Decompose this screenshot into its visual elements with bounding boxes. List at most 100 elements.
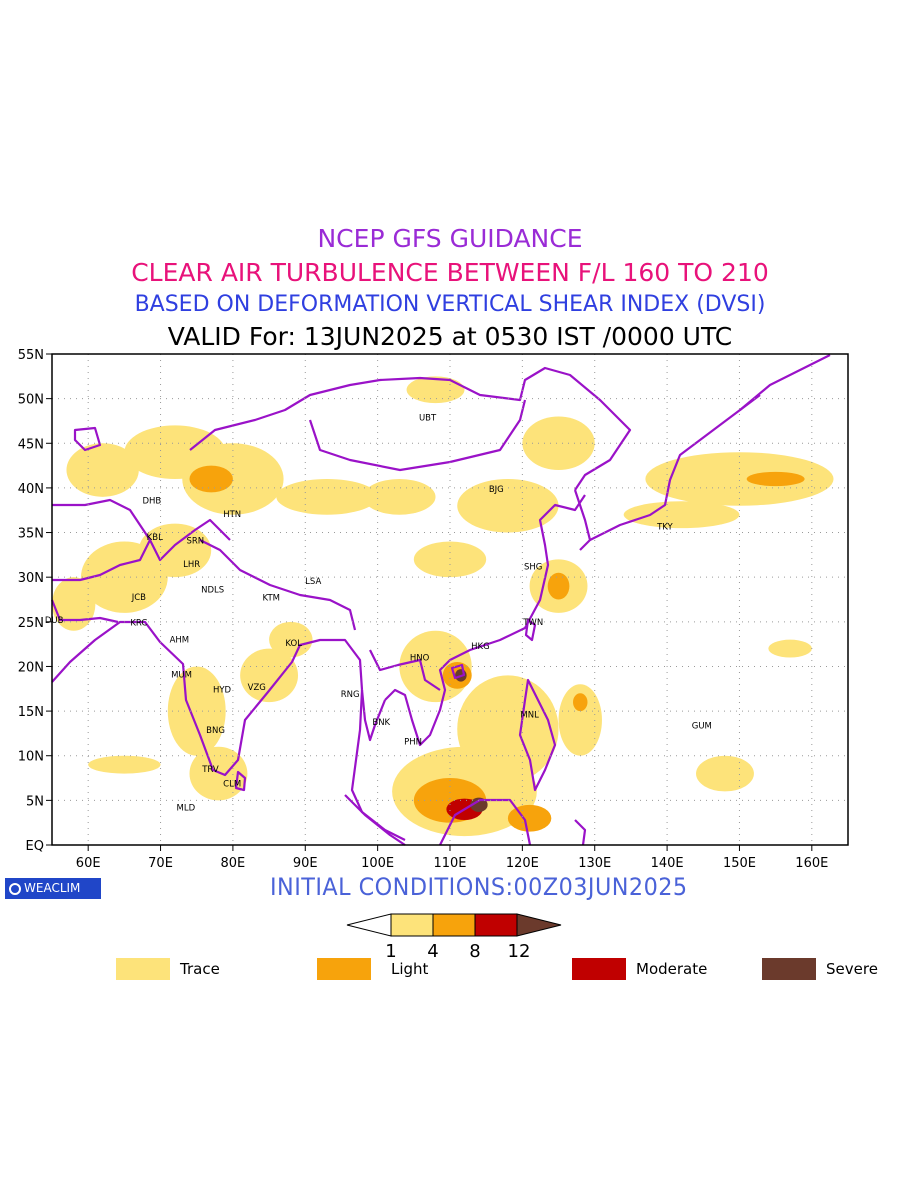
colorbar-tick-1: 1 [385,941,396,962]
legend-label-trace: Trace [180,960,220,978]
turbulence-area-light [746,471,805,487]
coast-sri-lanka [234,770,247,792]
turbulence-area-trace [88,755,161,774]
y-tick-label: 25N [18,616,44,631]
legend-label-severe: Severe [826,960,878,978]
border-iran-pak [52,539,151,582]
y-tick-label: 20N [18,660,44,675]
y-tick-label: 15N [18,705,44,720]
title-valid-time: VALID For: 13JUN2025 at 0530 IST /0000 U… [167,322,733,351]
colorbar-light [432,913,476,937]
station-label-bng: BNG [206,726,225,736]
border-china-north [189,366,632,491]
colorbar-tick-12: 12 [508,941,531,962]
turbulence-area-trace [522,416,595,471]
turbulence-area-trace [406,376,465,404]
turbulence-area-trace [363,478,436,515]
border-central-asia [52,498,231,562]
colorbar-arrow-severe [516,913,562,937]
station-labels: UBT BJG DHB HTN TKY KBL SRN LHR SHG LSA JCB NDLS KTM… [45,413,712,813]
station-label-kbl: KBL [147,533,163,543]
boundary-lines [50,354,831,846]
border-japan [589,394,761,541]
border-mongolia [308,399,527,472]
colorbar-tick-4: 4 [427,941,438,962]
turbulence-area-trace [623,501,740,529]
station-label-kol: KOL [285,639,302,649]
turbulence-area-light [507,804,552,832]
coastline-arabia [50,599,119,624]
legend-label-light: Light [391,960,429,978]
turbulence-area-trace [66,443,139,497]
axis-labels: 60E 70E 80E 90E 100E 110E 120E 130E 140E 150E 160E… [18,348,829,870]
x-tick-label: 160E [795,856,828,870]
station-label-bnk: BNK [372,718,390,728]
turbulence-area-light [547,572,570,600]
turbulence-area-light [573,693,588,712]
coastline-peninsula [350,689,406,841]
colorbar-tick-8: 8 [469,941,480,962]
turbulence-area-trace [52,577,96,631]
y-tick-label: 5N [26,794,44,809]
turbulence-area-trace [240,648,299,703]
station-label-srn: SRN [186,537,204,547]
title-product: NCEP GFS GUIDANCE [317,224,583,253]
x-tick-label: 120E [506,856,539,870]
station-label-krc: KRC [130,619,147,629]
turbulence-area-trace [558,684,602,756]
title-parameter: CLEAR AIR TURBULENCE BETWEEN F/L 160 TO … [131,258,769,287]
turbulence-area-trace [276,478,378,515]
station-label-jcb: JCB [131,593,146,603]
colorbar: 1 4 8 12 [346,913,562,962]
weaclim-logo-icon [9,882,21,895]
legend-swatch-moderate [572,958,626,980]
x-tick-label: 110E [433,856,466,870]
x-tick-label: 100E [361,856,394,870]
legend-swatch-severe [762,958,816,980]
x-tick-label: 130E [578,856,611,870]
station-label-shg: SHG [524,562,542,572]
station-label-mld: MLD [177,804,196,814]
station-label-tky: TKY [656,522,673,532]
coast-borneo [439,798,532,846]
turbulence-area-severe [470,797,488,812]
weaclim-logo-text: WEACLIM [24,881,81,895]
y-tick-label: 45N [18,437,44,452]
turbulence-area-trace [768,639,812,658]
station-label-vzg: VZG [248,683,266,693]
station-label-twn: TWN [522,618,543,628]
coast-sumatra [344,794,406,846]
station-label-ahm: AHM [170,636,190,646]
station-label-ubt: UBT [419,413,437,423]
border-caspian [73,426,102,452]
station-label-htn: HTN [223,510,241,520]
turbulence-area-trace [457,478,559,533]
y-tick-label: EQ [26,839,44,854]
station-label-phn: PHN [404,737,422,747]
turbulence-area-trace [138,523,212,578]
station-label-gum: GUM [692,721,712,731]
station-label-bjg: BJG [489,485,504,495]
station-label-dub: DUB [45,616,64,626]
x-tick-label: 60E [76,856,101,870]
border-kamchatka [739,354,831,411]
legend-swatch-trace [116,958,170,980]
station-label-ndls: NDLS [201,586,224,596]
station-label-mnl: MNL [520,711,539,721]
y-tick-label: 30N [18,571,44,586]
title-method: BASED ON DEFORMATION VERTICAL SHEAR INDE… [134,292,766,317]
y-tick-label: 55N [18,348,44,363]
coastline-indochina [384,494,586,747]
turbulence-areas [52,376,834,837]
border-himalaya [199,539,357,631]
turbulence-area-trace [696,755,754,792]
coast-philippines [518,678,557,792]
y-tick-label: 40N [18,482,44,497]
y-tick-label: 10N [18,750,44,765]
legend-swatch-light [317,958,371,980]
station-label-lhr: LHR [183,560,200,570]
lat-lon-grid [52,354,848,845]
weaclim-logo: WEACLIM [5,878,101,899]
legend-label-moderate: Moderate [636,960,708,978]
station-label-dhb: DHB [142,496,161,506]
